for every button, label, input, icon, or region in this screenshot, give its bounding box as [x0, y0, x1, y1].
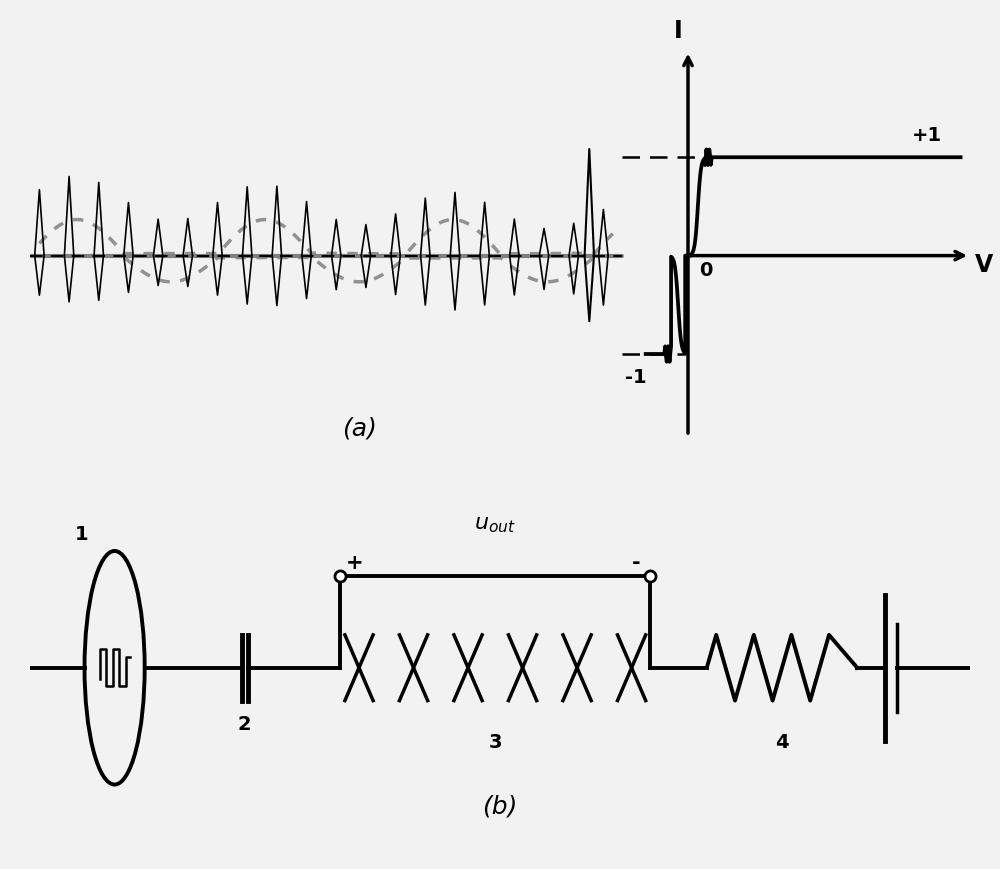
Text: 1: 1 [75, 525, 89, 544]
Text: $u_{\mathregular{out}}$: $u_{\mathregular{out}}$ [474, 514, 516, 534]
Text: V: V [975, 253, 993, 277]
Text: -: - [632, 554, 641, 574]
Text: 3: 3 [489, 733, 502, 752]
Text: +: + [345, 554, 363, 574]
Text: (b): (b) [482, 795, 518, 819]
Text: 4: 4 [775, 733, 789, 752]
Text: 0: 0 [699, 261, 713, 280]
Text: +1: +1 [912, 126, 942, 145]
Text: 2: 2 [238, 715, 252, 733]
Text: -1: -1 [625, 368, 647, 387]
Text: I: I [674, 19, 683, 43]
Text: (a): (a) [342, 417, 376, 441]
